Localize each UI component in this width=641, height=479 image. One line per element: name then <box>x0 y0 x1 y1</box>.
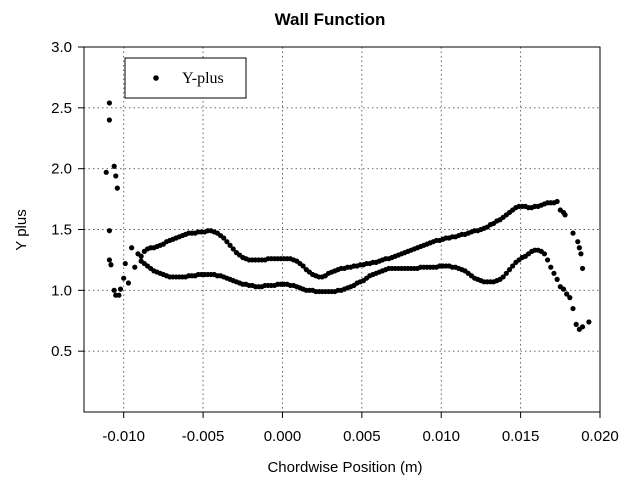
axis-ticks <box>78 46 601 418</box>
data-point <box>500 274 506 280</box>
data-point <box>122 260 128 267</box>
data-point <box>586 319 592 325</box>
data-points <box>103 100 592 332</box>
data-point <box>116 292 122 298</box>
data-point <box>576 245 582 251</box>
data-point <box>113 173 119 179</box>
grid <box>84 47 600 412</box>
legend-label: Y-plus <box>182 70 224 87</box>
data-point <box>570 305 576 312</box>
data-point <box>548 264 554 270</box>
data-point <box>560 286 567 292</box>
data-point <box>111 287 117 293</box>
data-point <box>578 251 584 257</box>
data-point <box>224 239 230 245</box>
data-point <box>221 235 227 241</box>
data-point <box>106 117 112 123</box>
y-tick-label: 3.0 <box>51 39 72 56</box>
legend-marker <box>153 75 159 81</box>
x-tick-label: 0.005 <box>343 428 381 445</box>
y-tick-label: 1.0 <box>51 282 72 299</box>
data-point <box>503 270 509 276</box>
data-point <box>227 242 233 248</box>
data-point <box>106 100 112 106</box>
x-tick-labels: -0.010 -0.005 0.000 0.005 0.010 0.015 0.020 <box>102 428 618 445</box>
y-tick-label: 2.0 <box>51 161 72 178</box>
data-point <box>573 321 579 327</box>
data-point <box>106 228 112 234</box>
x-tick-label: -0.010 <box>102 428 145 445</box>
data-point <box>129 245 135 251</box>
y-tick-label: 2.5 <box>51 100 72 117</box>
y-axis-label: Y plus <box>13 209 30 250</box>
data-point <box>545 257 551 263</box>
data-point <box>579 324 586 330</box>
data-point <box>108 262 114 268</box>
y-tick-labels: 0.5 1.0 1.5 2.0 2.5 3.0 <box>51 39 72 360</box>
data-point <box>121 275 127 281</box>
y-tick-label: 0.5 <box>51 343 72 360</box>
chart-title: Wall Function <box>275 10 386 29</box>
data-point <box>551 270 557 276</box>
data-point <box>567 295 573 301</box>
data-point <box>132 264 138 270</box>
data-point <box>554 198 560 205</box>
data-point <box>510 263 516 269</box>
data-point <box>541 251 548 257</box>
data-point <box>103 169 109 175</box>
data-point <box>562 212 568 218</box>
legend: Y-plus <box>124 57 247 99</box>
data-point <box>506 267 513 273</box>
y-tick-label: 1.5 <box>51 222 72 239</box>
data-point <box>106 257 112 263</box>
data-point <box>575 239 581 245</box>
data-point <box>114 185 120 191</box>
data-point <box>125 280 132 286</box>
data-point <box>554 276 560 282</box>
x-axis-label: Chordwise Position (m) <box>267 459 422 476</box>
data-point <box>117 286 124 292</box>
legend-box <box>124 57 247 99</box>
data-point <box>111 163 117 169</box>
data-point <box>300 263 306 269</box>
x-tick-label: 0.015 <box>502 428 540 445</box>
data-point <box>230 246 236 252</box>
x-tick-label: 0.010 <box>422 428 460 445</box>
x-tick-label: 0.000 <box>264 428 302 445</box>
data-point <box>564 291 570 297</box>
data-point <box>570 230 576 236</box>
data-point <box>138 253 144 259</box>
x-tick-label: 0.020 <box>581 428 619 445</box>
x-tick-label: -0.005 <box>182 428 225 445</box>
data-point <box>579 265 586 272</box>
